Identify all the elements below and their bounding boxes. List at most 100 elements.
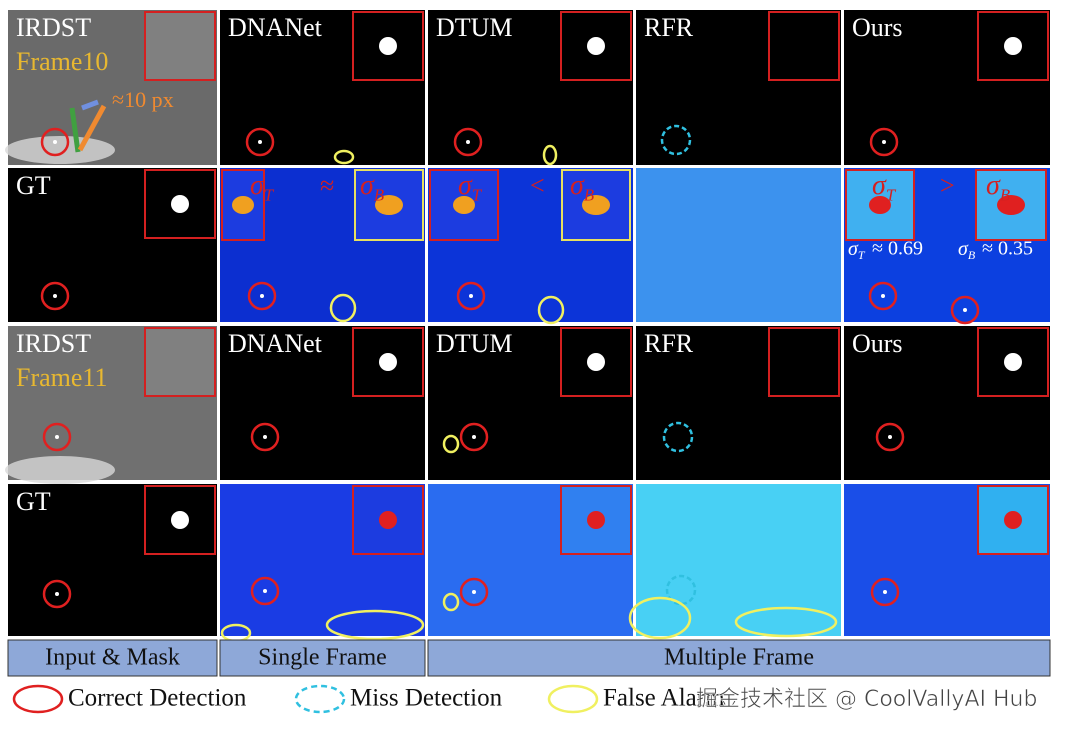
false-alarm <box>333 149 355 165</box>
heatmap-blob <box>869 196 891 214</box>
correct-detection <box>42 579 72 609</box>
legend-label: Correct Detection <box>68 685 247 712</box>
heatmap-blob <box>582 195 610 215</box>
target-dot <box>55 592 59 596</box>
correct-detection <box>459 577 489 607</box>
panel-label: DTUM <box>436 13 513 42</box>
sigma-symbol: σ <box>570 170 585 201</box>
arrow <box>77 104 107 152</box>
correct-detection <box>459 422 489 452</box>
estimate: ≈ 0.35 <box>982 238 1033 260</box>
target-dot <box>883 590 887 594</box>
estimate: ≈ 0.69 <box>872 238 923 260</box>
miss-detection <box>662 421 694 453</box>
correct-detection <box>875 422 905 452</box>
panel-label: DTUM <box>436 329 513 358</box>
panel-label: Ours <box>852 13 903 42</box>
target-blob <box>171 195 189 213</box>
frame-label: Frame10 <box>16 47 108 76</box>
legend-label: Miss Detection <box>350 685 503 712</box>
sigma-symbol: σ <box>848 238 859 260</box>
target-dot <box>469 294 473 298</box>
sigma-sub: T <box>858 248 866 262</box>
target-dot <box>466 140 470 144</box>
correct-detection <box>250 576 280 606</box>
zoom-inset <box>768 327 840 397</box>
false-alarm <box>442 592 460 612</box>
group-label: Input & Mask <box>45 645 180 671</box>
zoom-inset <box>144 11 216 81</box>
heatmap-blob <box>232 196 254 214</box>
correct-detection <box>250 422 280 452</box>
legend-symbol <box>294 684 346 714</box>
target-blob <box>1004 511 1022 529</box>
target-dot <box>963 308 967 312</box>
panel-label: IRDST <box>16 329 91 358</box>
sigma-symbol: σ <box>360 170 375 201</box>
panel-label: RFR <box>644 329 694 358</box>
sigma-symbol: σ <box>872 170 887 201</box>
false-alarm <box>628 596 692 640</box>
target-dot <box>882 140 886 144</box>
sigma-sub: B <box>374 185 384 204</box>
target-blob <box>1004 353 1022 371</box>
arrow <box>69 107 81 153</box>
miss-detection <box>665 574 697 606</box>
miss-detection <box>660 124 692 156</box>
sigma: σB <box>958 238 976 262</box>
panel-label: DNANet <box>228 13 323 42</box>
sigma: σT <box>848 238 866 262</box>
legend-label: False Alarm <box>603 685 725 712</box>
target-blob <box>379 37 397 55</box>
correct-detection <box>456 281 486 311</box>
zoom-inset <box>144 327 216 397</box>
panel-label: RFR <box>644 13 694 42</box>
correct-detection <box>870 577 900 607</box>
cloud <box>5 136 115 164</box>
sigma: σT <box>872 170 897 204</box>
correct-detection <box>453 127 483 157</box>
target-dot <box>888 435 892 439</box>
target-dot <box>258 140 262 144</box>
panel-label: GT <box>16 171 51 200</box>
target-dot <box>55 435 59 439</box>
target-dot <box>53 294 57 298</box>
target-dot <box>263 435 267 439</box>
group-cell <box>219 639 426 677</box>
frame-label: Frame11 <box>16 363 107 392</box>
cloud <box>5 456 115 484</box>
sigma-sub: B <box>584 185 594 204</box>
image-panel <box>636 168 841 322</box>
sigma: σT <box>458 170 483 204</box>
target-dot <box>472 435 476 439</box>
target-blob <box>1004 37 1022 55</box>
legend-symbol <box>547 684 599 714</box>
sigma-symbol: σ <box>986 170 1001 201</box>
correct-detection <box>245 127 275 157</box>
panel-label: IRDST <box>16 13 91 42</box>
scale-note: ≈10 px <box>112 87 174 112</box>
target-blob <box>587 511 605 529</box>
operator: ≈ <box>320 171 334 200</box>
target-dot <box>263 589 267 593</box>
sigma-sub: B <box>1000 185 1010 204</box>
false-alarm <box>542 144 558 166</box>
group-cell <box>427 639 1051 677</box>
correct-detection <box>40 127 70 157</box>
heatmap-blob <box>453 196 475 214</box>
false-alarm <box>734 606 838 638</box>
correct-detection <box>869 127 899 157</box>
legend-symbol <box>12 684 64 714</box>
heatmap-blob <box>375 195 403 215</box>
correct-detection <box>868 281 898 311</box>
group-label: Multiple Frame <box>664 645 814 671</box>
zoom-inset <box>768 11 840 81</box>
correct-detection <box>950 295 980 325</box>
target-blob <box>379 511 397 529</box>
false-alarm <box>329 293 357 323</box>
correct-detection <box>247 281 277 311</box>
zoom-inset <box>352 11 424 81</box>
target-blob <box>379 353 397 371</box>
sigma-symbol: σ <box>958 238 969 260</box>
image-panel <box>636 484 841 636</box>
